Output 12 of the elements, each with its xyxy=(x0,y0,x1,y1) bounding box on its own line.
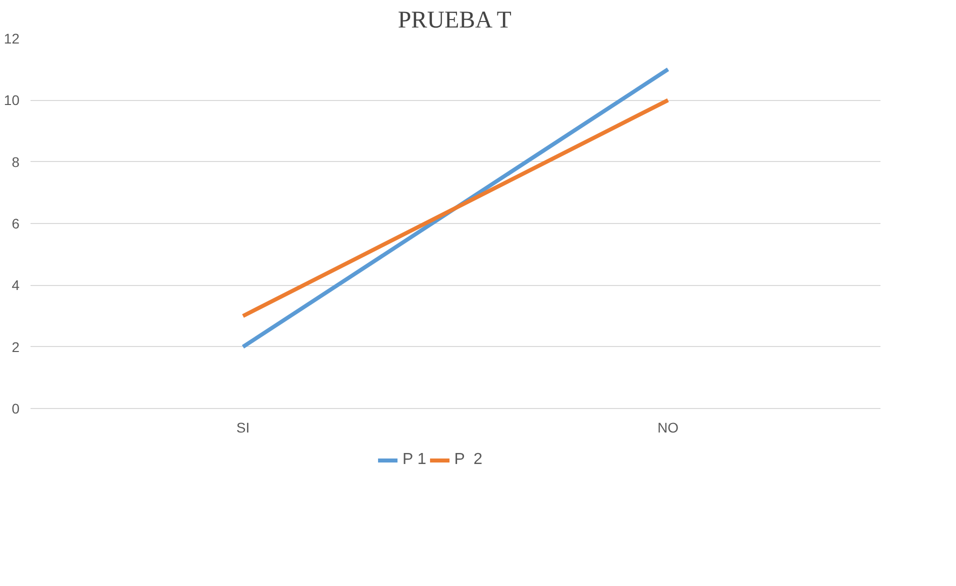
y-tick-label: 4 xyxy=(12,277,20,294)
chart-title: PRUEBA T xyxy=(398,8,512,34)
y-tick-label: 8 xyxy=(12,154,20,170)
legend-label: P 1 xyxy=(402,451,426,469)
y-tick-label: 0 xyxy=(12,400,20,416)
x-tick-label: SI xyxy=(236,420,250,436)
y-tick-label: 2 xyxy=(12,338,20,355)
legend-label: P 2 xyxy=(454,451,482,469)
y-tick-label: 6 xyxy=(12,216,20,232)
y-tick-label: 10 xyxy=(4,92,20,108)
y-tick-label: 12 xyxy=(4,30,20,46)
x-tick-label: NO xyxy=(658,420,679,436)
